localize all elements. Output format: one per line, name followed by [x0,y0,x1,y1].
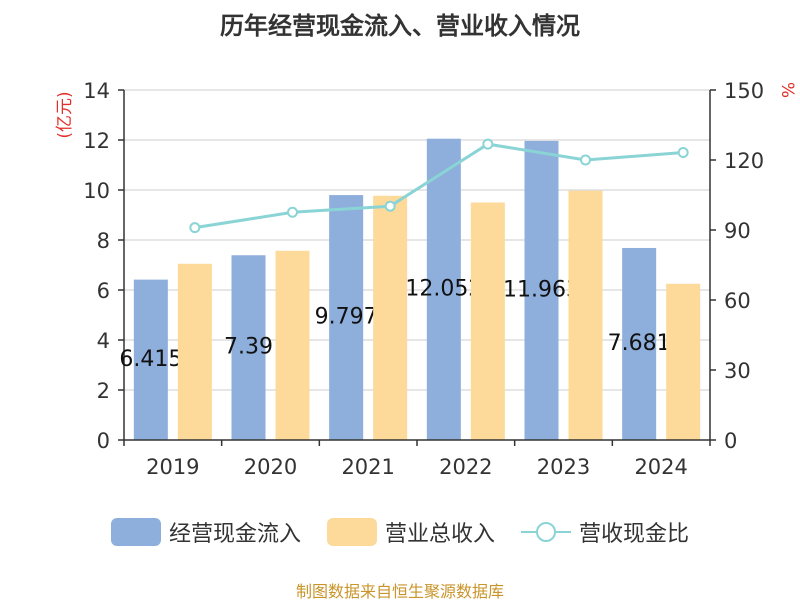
source-note: 制图数据来自恒生聚源数据库 [295,582,504,601]
chart-legend: 经营现金流入 营业总收入 营收现金比 [0,516,800,548]
data-label-cash-inflow: 7.39 [224,335,273,360]
data-label-cash-inflow: 9.797 [315,305,378,330]
y-tick-label-left: 2 [97,379,110,403]
data-label-cash-inflow: 11.963 [503,277,580,302]
bar-cash-inflow [524,140,559,441]
y-tick-label-right: 60 [724,289,751,313]
y-tick-label-left: 6 [97,279,110,303]
point-cash-ratio [189,222,201,234]
line-cash-ratio [194,142,684,230]
point-cash-ratio [482,138,494,150]
chart-title: 历年经营现金流入、营业收入情况 [220,12,580,40]
y-tick-label-right: 90 [724,219,751,243]
bar-cash-inflow [622,247,657,440]
point-cash-ratio [287,206,298,218]
x-tick-label: 2024 [634,455,687,479]
point-cash-ratio [580,154,591,166]
y-tick-label-left: 8 [97,229,110,253]
y-axis-label-left: (亿元) [55,91,75,138]
x-tick-label: 2021 [341,455,394,479]
y-tick-label-left: 0 [97,429,110,453]
legend-item-cash-ratio[interactable]: 营收现金比 [521,516,689,548]
legend-swatch-cash-ratio [521,518,571,546]
legend-label-revenue: 营业总收入 [384,522,495,547]
data-label-cash-inflow: 7.681 [608,331,671,356]
x-tick-label: 2020 [244,455,297,479]
bar-cash-inflow [133,279,168,440]
legend-swatch-revenue [326,518,377,546]
y-tick-label-left: 12 [83,129,110,153]
bar-revenue [470,202,505,440]
bar-cash-inflow [231,255,266,440]
bar-cash-inflow [426,138,461,440]
x-tick-label: 2022 [439,455,492,479]
bar-revenue [275,250,310,440]
y-tick-label-right: 0 [724,429,737,453]
legend-item-cash-inflow[interactable]: 经营现金流入 [110,516,301,548]
data-label-cash-inflow: 6.415 [119,347,182,372]
point-cash-ratio [677,147,689,159]
y-tick-label-left: 14 [83,79,110,103]
point-cash-ratio [384,200,396,212]
bar-revenue [666,283,701,440]
y-tick-label-left: 10 [83,179,110,203]
y-tick-label-right: 120 [724,149,764,173]
y-tick-label-right: 150 [724,79,764,103]
x-tick-label: 2019 [146,455,199,479]
bar-revenue [568,190,603,440]
legend-swatch-cash-inflow [110,518,161,546]
legend-label-cash-inflow: 经营现金流入 [168,522,301,547]
bar-cash-inflow [329,195,364,440]
bar-revenue [177,263,212,440]
legend-item-revenue[interactable]: 营业总收入 [326,516,495,548]
legend-label-cash-ratio: 营收现金比 [579,522,690,547]
y-tick-label-right: 30 [724,359,751,383]
y-axis-label-right: % [777,82,797,98]
bar-revenue [373,195,408,440]
data-label-cash-inflow: 12.052 [405,276,482,301]
y-tick-label-left: 4 [97,329,110,353]
x-tick-label: 2023 [537,455,590,479]
